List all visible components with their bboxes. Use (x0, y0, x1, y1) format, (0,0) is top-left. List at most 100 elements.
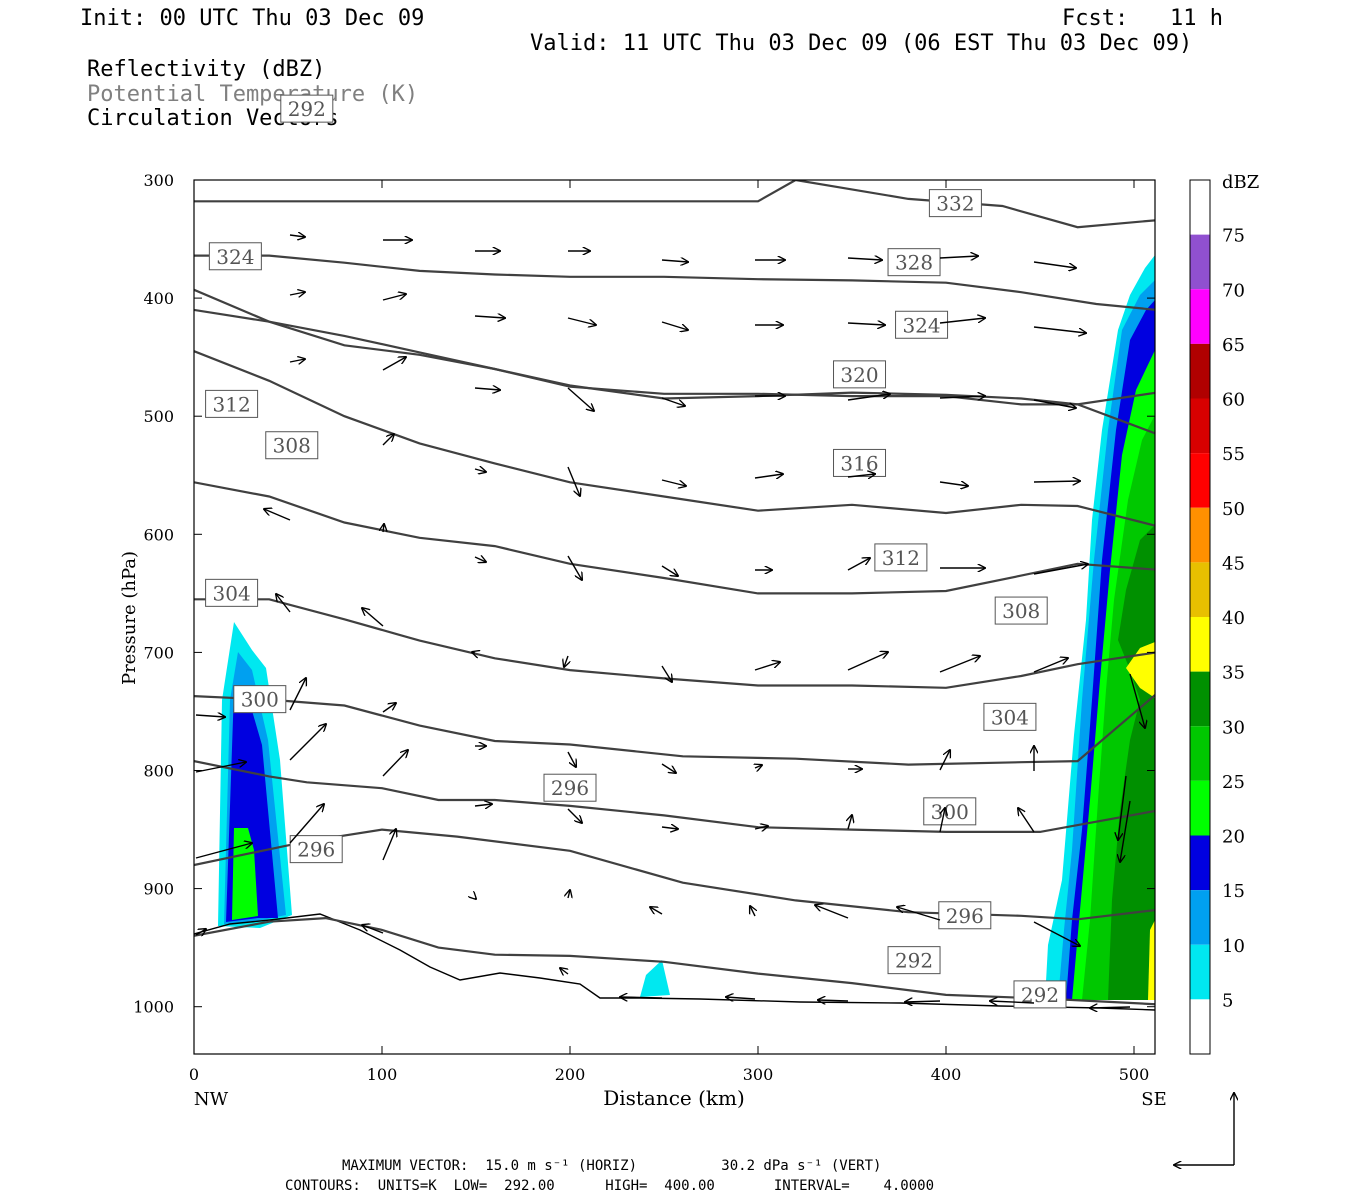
theta-label: 332 (936, 192, 974, 216)
theta-label-box (928, 189, 982, 218)
circulation-vector (567, 466, 580, 496)
circulation-vector (661, 565, 678, 576)
x-right-end-label: SE (1141, 1089, 1166, 1110)
theta-label-box (205, 578, 259, 607)
circulation-vector (939, 318, 985, 324)
circulation-vector (475, 898, 476, 899)
theta-contour-312 (194, 481, 1155, 595)
circulation-vector (382, 434, 394, 446)
colorbar-swatch (1190, 180, 1210, 235)
colorbar-swatch (1190, 671, 1210, 727)
colorbar-level-label: 15 (1222, 881, 1245, 902)
refl-30-right (1108, 525, 1155, 1000)
theta-contour-328 (194, 254, 1155, 311)
circulation-vector (897, 907, 941, 921)
circulation-vector (661, 260, 688, 262)
footer-max-vector: MAXIMUM VECTOR: 15.0 m s⁻¹ (HORIZ) 30.2 … (342, 1158, 882, 1174)
colorbar-swatch (1190, 780, 1210, 836)
theta-contour-labels: 2922922922962962963003003043043083083123… (205, 94, 1067, 1009)
theta-label-box (938, 901, 992, 930)
circulation-vector (474, 316, 505, 318)
circulation-vector (661, 827, 678, 829)
plot-frame (193, 179, 1156, 1055)
theta-label: 308 (273, 434, 311, 458)
footer-contours: CONTOURS: UNITS=K LOW= 292.00 HIGH= 400.… (285, 1178, 935, 1194)
theta-label-box (887, 248, 941, 277)
theta-label: 312 (882, 546, 920, 570)
theta-label: 300 (241, 688, 279, 712)
x-tick-label: 500 (1119, 1065, 1150, 1084)
theta-label: 292 (288, 97, 326, 121)
theta-contour-324 (194, 308, 1155, 406)
circulation-vector (264, 509, 291, 521)
circulation-vector (568, 890, 570, 898)
circulation-vector (382, 357, 406, 371)
y-tick-label: 500 (143, 407, 174, 426)
x-tick-label: 400 (931, 1065, 962, 1084)
circulation-vector (195, 929, 206, 935)
circulation-vector (1033, 481, 1080, 482)
theta-label: 324 (216, 245, 254, 269)
axis-ticks: 0 100 200 300 400 500 300 400 500 600 700 800 900 100… (133, 171, 1155, 1084)
theta-label: 296 (946, 904, 984, 928)
circulation-vector (474, 388, 500, 390)
circulation-vector (382, 750, 408, 777)
circulation-vector (382, 703, 396, 713)
circulation-vector (1033, 658, 1068, 673)
circulation-vector (620, 997, 663, 998)
theta-contours (194, 180, 1155, 1006)
circulation-vector (939, 396, 985, 398)
colorbar-level-label: 50 (1222, 499, 1245, 520)
circulation-vector (815, 905, 849, 919)
refl-35-right-lower (1148, 920, 1155, 1000)
colorbar-swatch (1190, 398, 1210, 454)
x-tick-label: 100 (367, 1065, 398, 1084)
circulation-vector (567, 317, 596, 325)
y-tick-label: 900 (143, 880, 174, 899)
circulation-vector (1033, 261, 1076, 268)
theta-label: 324 (902, 313, 940, 337)
colorbar-level-label: 5 (1222, 990, 1233, 1011)
y-tick-label: 700 (143, 643, 174, 662)
circulation-vector (1033, 921, 1080, 946)
circulation-vector (289, 804, 324, 844)
circulation-vector (289, 292, 305, 295)
circulation-vector (289, 724, 326, 761)
circulation-vector (661, 397, 685, 406)
circulation-vector (1018, 808, 1035, 833)
x-tick-label: 300 (743, 1065, 774, 1084)
colorbar-level-label: 35 (1222, 663, 1245, 684)
circulation-vector (650, 907, 663, 915)
circulation-vector (474, 557, 486, 562)
theta-label: 304 (213, 581, 251, 605)
colorbar-swatch (1190, 289, 1210, 344)
circulation-vector (1033, 399, 1076, 408)
y-tick-label: 800 (143, 762, 174, 781)
circulation-vector (939, 256, 978, 258)
circulation-vector (847, 323, 885, 325)
circulation-vector (474, 804, 492, 806)
y-axis-label: Pressure (hPa) (119, 551, 140, 685)
circulation-vector (939, 656, 980, 673)
circulation-vector (990, 1001, 1035, 1003)
circulation-vector (1090, 1007, 1131, 1008)
theta-label-box (874, 543, 928, 572)
x-tick-label: 200 (555, 1065, 586, 1084)
circulation-vector (560, 968, 568, 974)
circulation-vector (754, 662, 780, 671)
field-reflectivity: Reflectivity (dBZ) (87, 57, 326, 82)
theta-label-box (265, 431, 319, 460)
circulation-vector (382, 294, 406, 301)
circulation-vector (661, 321, 688, 330)
circulation-vector (195, 843, 252, 859)
theta-label-box (208, 242, 262, 271)
circulation-vector (567, 387, 594, 411)
circulation-vector (847, 558, 870, 571)
circulation-vectors (195, 235, 1145, 1008)
theta-label-box (833, 448, 887, 477)
init-time: Init: 00 UTC Thu 03 Dec 09 (80, 6, 425, 31)
theta-label-box (983, 702, 1037, 731)
refl-20-left (232, 828, 258, 920)
theta-label: 304 (991, 705, 1029, 729)
